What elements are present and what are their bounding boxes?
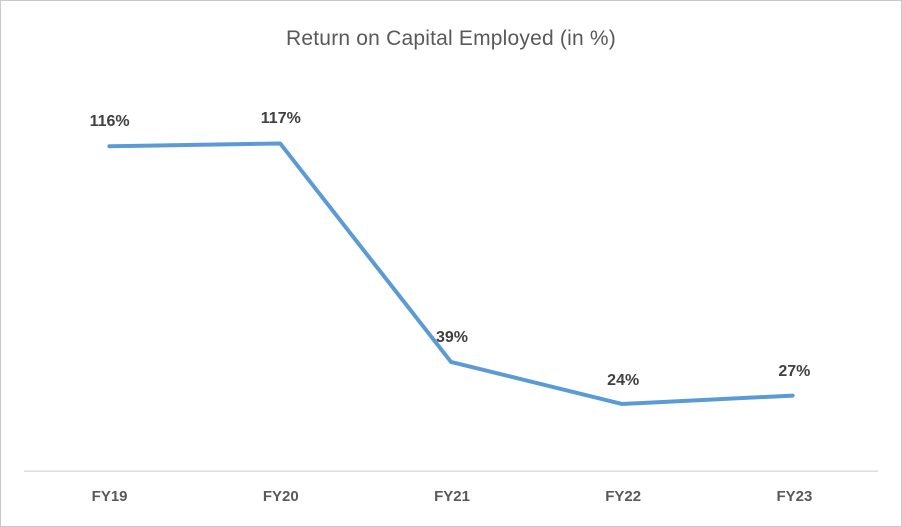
line-series	[107, 141, 795, 406]
data-label: 27%	[778, 363, 811, 381]
x-axis-tick-label: FY22	[605, 488, 642, 505]
x-axis-tick-label: FY20	[262, 488, 299, 505]
chart-title: Return on Capital Employed (in %)	[286, 27, 616, 50]
data-label: 24%	[607, 371, 640, 389]
data-label: 39%	[435, 329, 469, 347]
data-label: 116%	[89, 112, 130, 130]
x-axis-tick-label: FY23	[776, 488, 813, 505]
x-axis-tick-label: FY19	[91, 488, 128, 505]
data-label: 117%	[260, 110, 301, 127]
x-axis-tick-label: FY21	[434, 488, 470, 505]
